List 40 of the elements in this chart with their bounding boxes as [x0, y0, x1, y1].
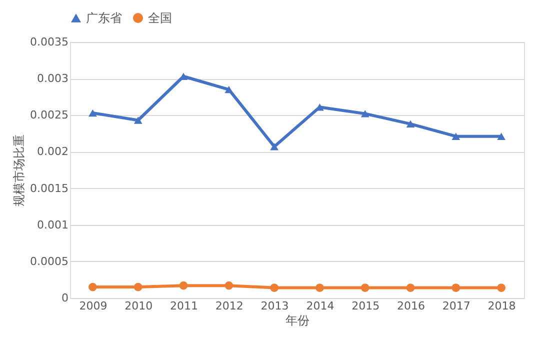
y-tick-label: 0.002 — [37, 145, 68, 158]
point — [224, 281, 234, 290]
point — [224, 86, 234, 94]
x-tick-label: 2009 — [79, 300, 108, 312]
x-tick-label: 2016 — [397, 300, 425, 312]
x-tick-label: 2018 — [488, 300, 516, 312]
y-tick-label: 0.0035 — [30, 36, 68, 48]
y-axis-title: 规模市场比重 — [12, 134, 26, 206]
y-tick-label: 0.0005 — [30, 254, 68, 268]
point — [134, 116, 142, 124]
x-tick-label: 2011 — [170, 300, 198, 312]
point — [360, 284, 370, 292]
y-tick-label: 0.003 — [37, 72, 68, 86]
x-axis-title: 年份 — [286, 314, 310, 328]
point — [452, 132, 460, 140]
point — [134, 282, 142, 292]
x-tick-label: 2014 — [306, 300, 334, 312]
point — [497, 132, 506, 140]
point — [360, 110, 370, 118]
point — [179, 281, 188, 290]
y-tick-label: 0.001 — [37, 218, 68, 232]
point — [270, 284, 278, 292]
x-tick-label: 2010 — [124, 300, 153, 312]
y-tick-label: 0 — [62, 292, 68, 304]
x-tick-label: 2017 — [442, 300, 470, 312]
point — [316, 284, 324, 292]
point — [452, 284, 460, 292]
y-tick-label: 0.0015 — [30, 182, 68, 195]
point — [406, 120, 415, 128]
point — [270, 142, 278, 150]
point — [88, 282, 97, 292]
point — [497, 284, 506, 292]
point — [88, 109, 97, 117]
x-tick-label: 2013 — [260, 300, 289, 312]
y-tick-label: 0.0025 — [30, 108, 68, 122]
point — [406, 284, 415, 292]
legend-label: 全国 — [148, 11, 172, 25]
x-tick-label: 2012 — [215, 300, 244, 312]
x-tick-label: 2015 — [352, 300, 380, 312]
legend-label: 广东省 — [86, 11, 122, 25]
